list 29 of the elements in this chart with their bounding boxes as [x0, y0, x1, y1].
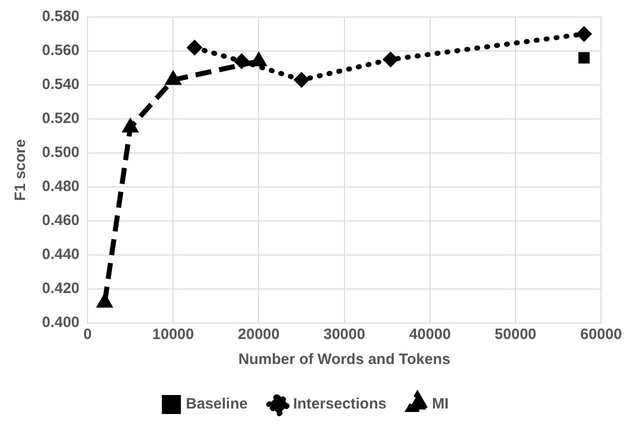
x-tick-label: 0 — [83, 326, 92, 344]
y-tick-label: 0.420 — [42, 280, 80, 298]
legend-label: Baseline — [186, 396, 248, 413]
y-tick-label: 0.540 — [42, 76, 80, 94]
point — [576, 26, 592, 42]
legend-label: MI — [432, 396, 449, 413]
x-tick-label: 30000 — [323, 326, 366, 344]
y-axis-title: F1 score — [12, 139, 30, 201]
point — [96, 292, 114, 308]
x-tick-label: 60000 — [580, 326, 622, 344]
y-tick-label: 0.440 — [42, 246, 80, 264]
y-tick-label: 0.460 — [42, 212, 80, 230]
y-tick-label: 0.400 — [42, 314, 80, 332]
point — [578, 52, 590, 64]
x-tick-label: 40000 — [409, 326, 451, 344]
point — [186, 40, 203, 56]
legend-label: Intersections — [293, 396, 386, 413]
point — [382, 52, 399, 68]
y-tick-label: 0.500 — [42, 144, 80, 162]
y-tick-label: 0.520 — [42, 110, 80, 128]
y-tick-label: 0.480 — [42, 178, 80, 196]
point — [234, 53, 250, 70]
y-tick-label: 0.580 — [42, 8, 80, 26]
point — [294, 72, 310, 88]
y-tick-label: 0.560 — [42, 42, 80, 60]
x-tick-label: 50000 — [494, 326, 536, 344]
x-axis-title: Number of Words and Tokens — [238, 351, 450, 368]
x-tick-label: 10000 — [152, 326, 194, 344]
x-tick-label: 20000 — [238, 326, 280, 344]
